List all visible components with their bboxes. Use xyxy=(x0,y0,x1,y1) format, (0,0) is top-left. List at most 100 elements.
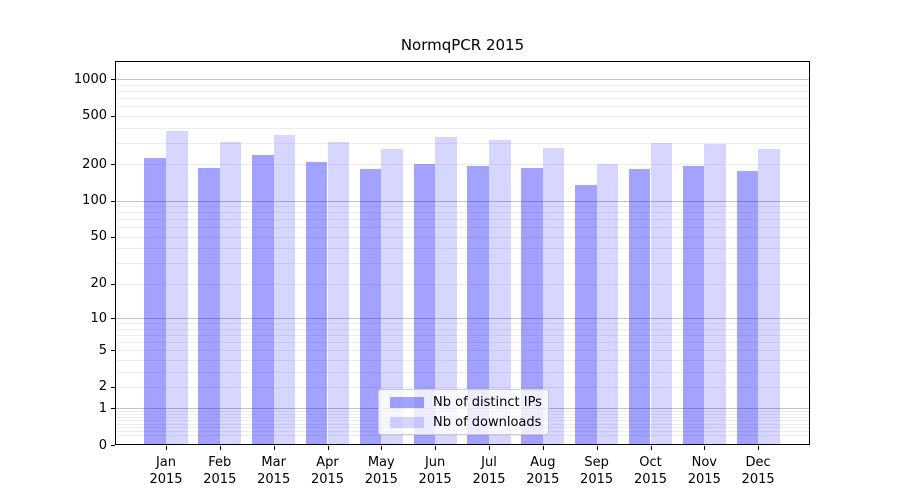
y-tick-label: 20 xyxy=(90,276,107,292)
y-tick-mark xyxy=(111,283,115,285)
y-tick-label: 100 xyxy=(82,193,107,208)
y-tick-mark xyxy=(111,318,115,319)
x-tick-label: Apr 2015 xyxy=(310,455,345,487)
grid-line-minor xyxy=(115,106,810,107)
grid-line-minor xyxy=(115,219,810,221)
legend-item-distinct-ips: Nb of distinct IPs xyxy=(390,394,548,411)
grid-line-minor xyxy=(115,127,810,129)
grid-line-minor xyxy=(115,212,810,214)
bar-downloads xyxy=(435,137,457,445)
grid-line-minor xyxy=(115,206,810,207)
grid-line-minor xyxy=(115,115,810,117)
y-tick-label: 0 xyxy=(98,437,107,453)
bar-distinct-ips xyxy=(252,154,274,445)
bar-downloads xyxy=(273,135,296,445)
grid-line-minor xyxy=(115,84,810,86)
bar-distinct-ips xyxy=(736,170,759,445)
grid-line-minor xyxy=(115,263,810,265)
bar-distinct-ips xyxy=(198,167,220,445)
y-tick-mark xyxy=(111,115,115,117)
x-tick-mark xyxy=(542,446,544,450)
bar-distinct-ips xyxy=(305,162,328,445)
x-tick-label: May 2015 xyxy=(364,455,398,487)
bar-distinct-ips xyxy=(521,167,543,445)
x-tick-label: Jan 2015 xyxy=(149,455,183,487)
grid-line-minor xyxy=(115,328,810,330)
bar-downloads xyxy=(219,141,242,445)
y-tick-mark xyxy=(111,236,115,238)
bar-downloads xyxy=(704,144,726,445)
x-tick-label: Jul 2015 xyxy=(472,455,506,487)
grid-line-minor xyxy=(115,90,810,92)
grid-line-major xyxy=(115,200,810,202)
legend-swatch-distinct-ips xyxy=(390,396,424,408)
grid-line-minor xyxy=(115,323,810,324)
grid-line-minor xyxy=(115,359,810,361)
x-tick-mark xyxy=(704,446,706,450)
x-tick-mark xyxy=(596,446,598,450)
y-tick-mark xyxy=(111,386,115,388)
bar-downloads xyxy=(542,147,565,445)
bar-distinct-ips xyxy=(682,166,705,445)
x-tick-mark xyxy=(166,446,167,450)
bar-distinct-ips xyxy=(144,157,166,445)
x-tick-mark xyxy=(219,446,221,450)
x-tick-label: Mar 2015 xyxy=(257,455,291,487)
x-tick-mark xyxy=(650,446,652,450)
bar-distinct-ips xyxy=(628,168,651,445)
y-tick-mark xyxy=(111,445,115,446)
y-tick-label: 1 xyxy=(98,400,107,416)
y-tick-mark xyxy=(111,408,115,410)
grid-line-minor xyxy=(115,334,810,336)
y-tick-mark xyxy=(111,79,115,80)
x-tick-label: Feb 2015 xyxy=(203,455,237,487)
grid-line-minor xyxy=(115,435,810,437)
grid-line-minor xyxy=(115,371,810,373)
x-tick-mark xyxy=(381,446,383,450)
grid-line-minor xyxy=(115,248,810,250)
bar-downloads xyxy=(758,148,780,445)
grid-line-minor xyxy=(115,350,810,352)
y-tick-mark xyxy=(111,164,115,166)
y-tick-mark xyxy=(111,350,115,352)
bar-distinct-ips xyxy=(413,163,436,445)
y-tick-label: 200 xyxy=(82,156,107,172)
y-tick-label: 1000 xyxy=(73,71,107,87)
x-tick-label: Aug 2015 xyxy=(526,455,560,487)
bar-distinct-ips xyxy=(575,184,597,445)
chart-title: NormqPCR 2015 xyxy=(400,36,525,54)
x-tick-mark xyxy=(758,446,760,450)
x-tick-label: Jun 2015 xyxy=(418,455,452,487)
x-tick-mark xyxy=(435,446,437,450)
bar-downloads xyxy=(650,142,673,445)
x-tick-label: Sep 2015 xyxy=(580,455,614,487)
bar-distinct-ips xyxy=(359,168,382,445)
x-tick-label: Dec 2015 xyxy=(741,455,775,487)
grid-line-minor xyxy=(115,283,810,285)
grid-line-minor xyxy=(115,341,810,343)
bar-downloads xyxy=(381,148,403,445)
grid-line-minor xyxy=(115,97,810,99)
grid-line-minor xyxy=(115,142,810,144)
grid-line-minor xyxy=(115,164,810,166)
x-tick-mark xyxy=(327,446,329,450)
y-tick-label: 500 xyxy=(82,108,107,124)
x-tick-label: Oct 2015 xyxy=(633,455,668,487)
y-tick-mark xyxy=(111,200,115,202)
grid-line-minor xyxy=(115,227,810,229)
legend-label-distinct-ips: Nb of distinct IPs xyxy=(433,394,542,410)
grid-line-major xyxy=(115,318,810,319)
y-tick-label: 50 xyxy=(90,229,107,245)
legend-label-downloads: Nb of downloads xyxy=(433,414,542,430)
legend-item-downloads: Nb of downloads xyxy=(390,414,548,431)
x-tick-label: Nov 2015 xyxy=(687,455,721,487)
bar-downloads xyxy=(327,141,350,445)
grid-line-minor xyxy=(115,236,810,238)
legend: Nb of distinct IPs Nb of downloads xyxy=(378,389,549,435)
legend-swatch-downloads xyxy=(390,416,424,428)
bar-downloads xyxy=(596,164,619,445)
bar-distinct-ips xyxy=(467,166,489,445)
